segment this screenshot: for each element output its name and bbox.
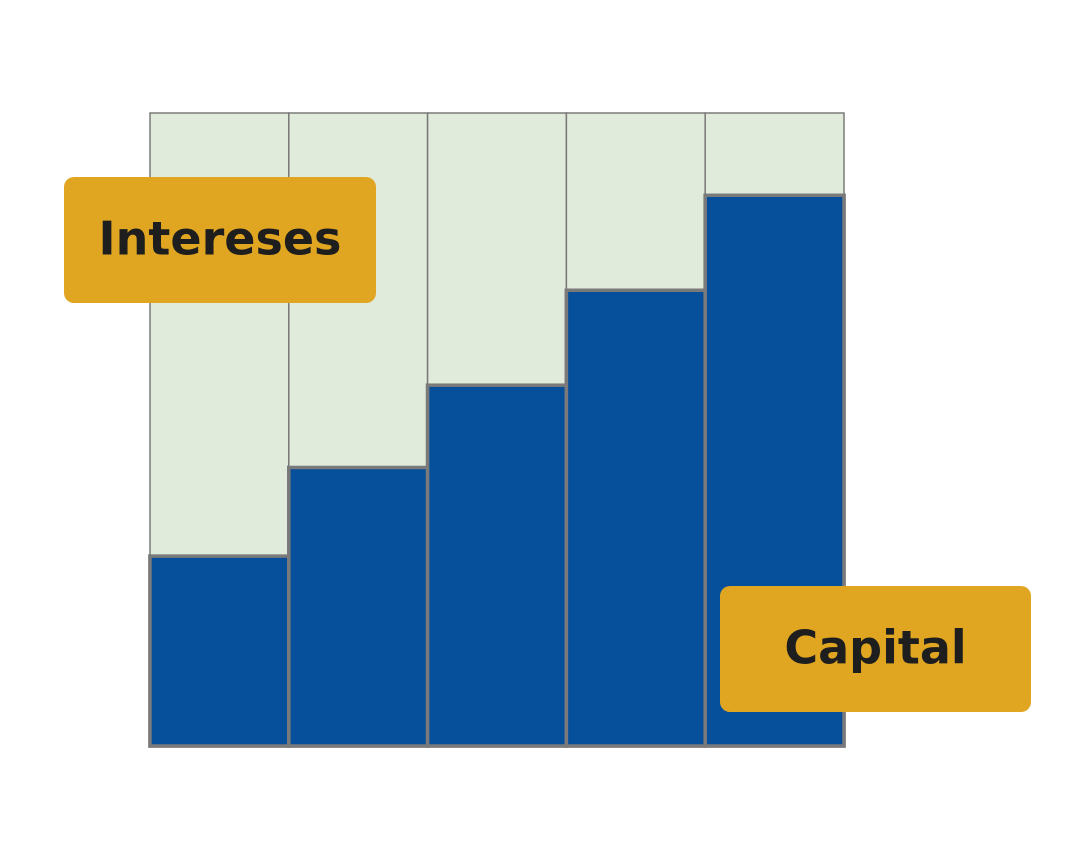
bar	[148, 554, 291, 748]
bar-segment	[565, 112, 706, 291]
bar	[564, 288, 707, 748]
bar	[287, 465, 430, 748]
legend-box	[64, 177, 376, 303]
bar-segment	[704, 112, 845, 197]
bar	[425, 383, 569, 748]
legend-box	[720, 586, 1031, 712]
legend-label: Intereses	[99, 212, 342, 266]
bar-segment	[426, 112, 568, 386]
legend-label: Capital	[784, 621, 966, 675]
